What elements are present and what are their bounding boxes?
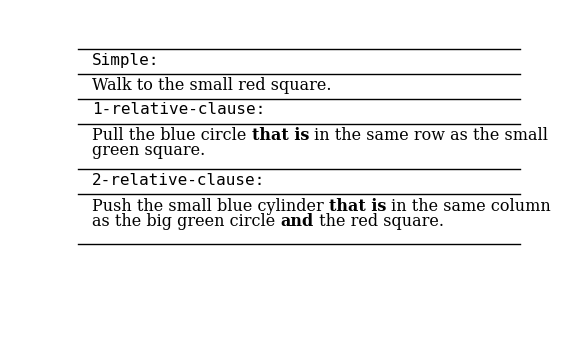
Text: Push the small blue cylinder: Push the small blue cylinder [92, 198, 329, 215]
Text: green square.: green square. [92, 142, 205, 159]
Text: and: and [280, 213, 314, 230]
Text: that is: that is [329, 198, 386, 215]
Text: in the same row as the small: in the same row as the small [309, 127, 548, 144]
Text: as the big green circle: as the big green circle [92, 213, 280, 230]
Text: Pull the blue circle: Pull the blue circle [92, 127, 252, 144]
Text: 2-relative-clause:: 2-relative-clause: [92, 173, 265, 188]
Text: the red square.: the red square. [314, 213, 444, 230]
Text: Simple:: Simple: [92, 52, 159, 68]
Text: 1-relative-clause:: 1-relative-clause: [92, 102, 265, 118]
Text: in the same column: in the same column [386, 198, 551, 215]
Text: that is: that is [252, 127, 309, 144]
Text: Walk to the small red square.: Walk to the small red square. [92, 77, 332, 94]
